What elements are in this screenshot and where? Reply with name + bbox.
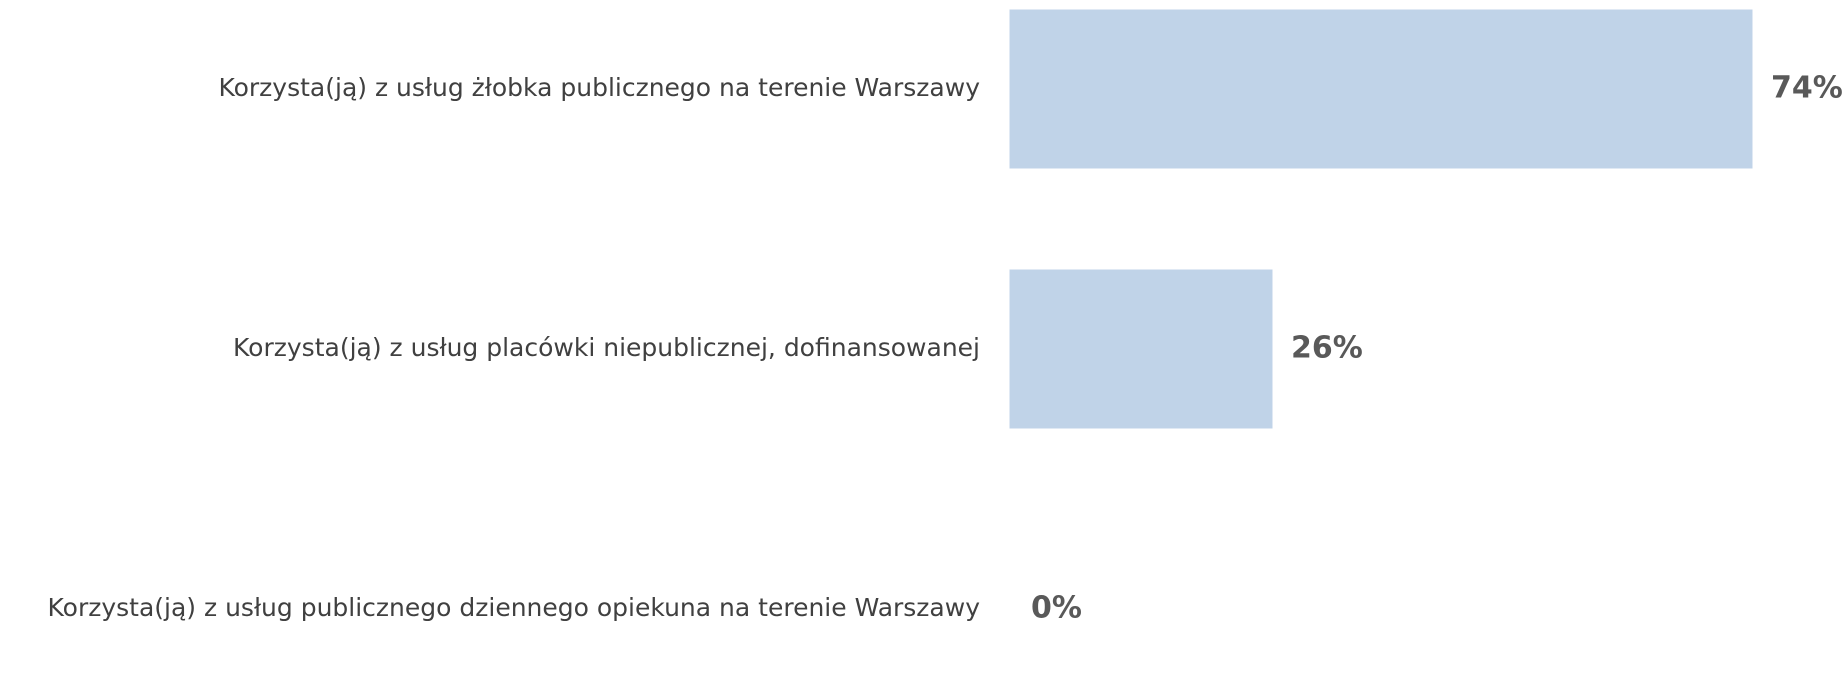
bar	[1009, 269, 1273, 429]
category-label: Korzysta(ją) z usług placówki niepublicz…	[233, 333, 980, 362]
bar	[1009, 9, 1753, 169]
value-label: 74%	[1771, 71, 1843, 106]
category-label: Korzysta(ją) z usług żłobka publicznego …	[218, 73, 980, 102]
value-label: 26%	[1291, 331, 1363, 366]
category-label: Korzysta(ją) z usług publicznego dzienne…	[48, 593, 981, 622]
value-label: 0%	[1031, 591, 1082, 626]
